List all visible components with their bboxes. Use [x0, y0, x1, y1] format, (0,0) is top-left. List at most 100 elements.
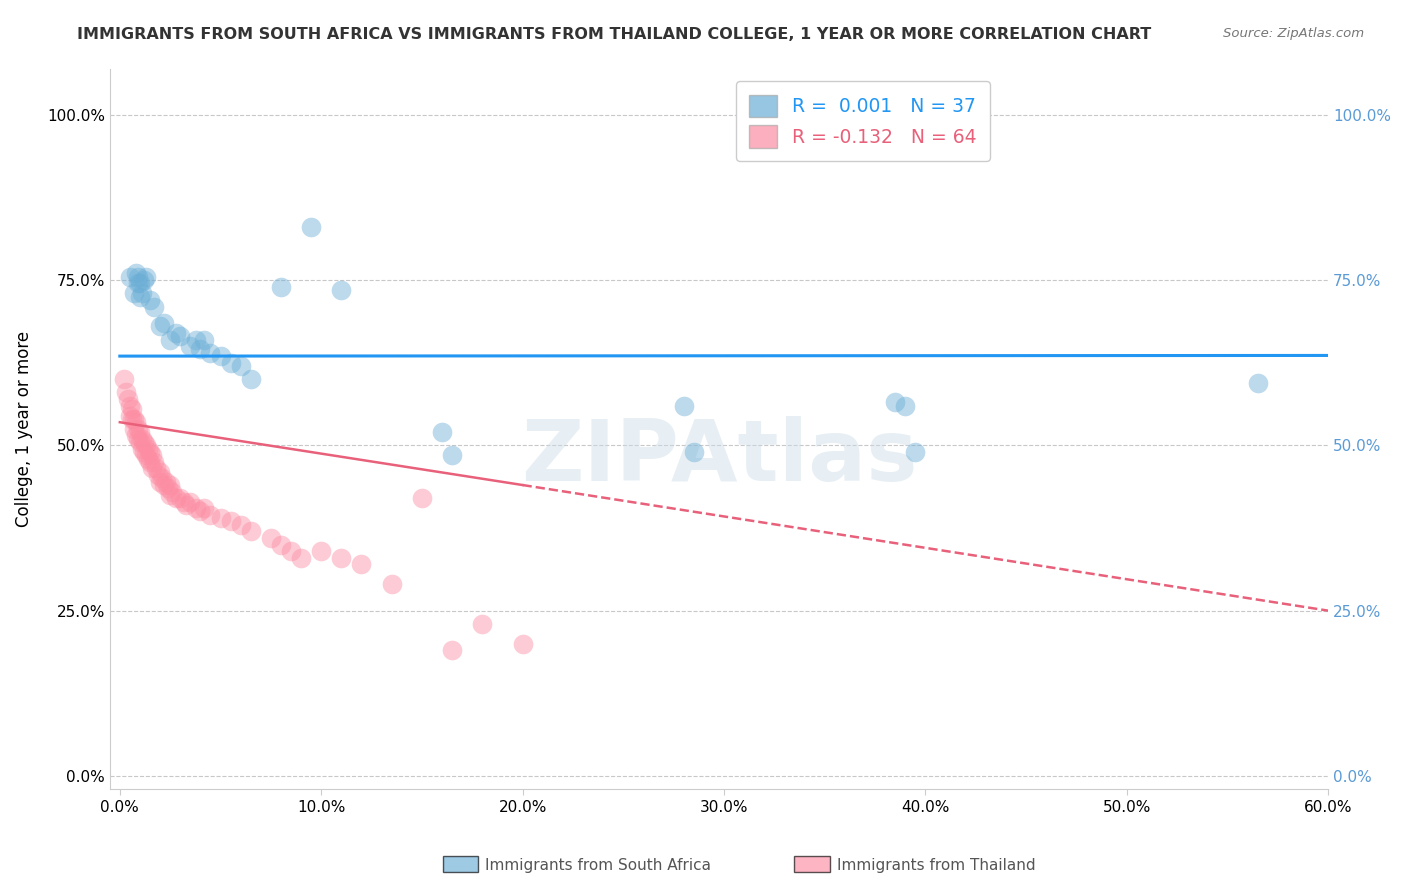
Point — [219, 356, 242, 370]
Point — [121, 412, 143, 426]
Point — [290, 550, 312, 565]
Point — [153, 478, 176, 492]
Point — [136, 451, 159, 466]
Point — [149, 475, 172, 489]
Point — [136, 442, 159, 456]
Point — [115, 385, 138, 400]
Point — [127, 422, 149, 436]
Point — [1246, 376, 1268, 390]
Point — [131, 432, 153, 446]
Point — [135, 269, 157, 284]
Point — [127, 269, 149, 284]
Point — [179, 494, 201, 508]
Point — [129, 435, 152, 450]
Text: Source: ZipAtlas.com: Source: ZipAtlas.com — [1223, 27, 1364, 40]
Point — [190, 343, 212, 357]
Point — [146, 468, 169, 483]
Point — [179, 339, 201, 353]
Point — [229, 359, 252, 373]
Text: ZIPAtlas: ZIPAtlas — [520, 417, 917, 500]
Point — [441, 643, 464, 657]
Point — [118, 399, 141, 413]
Point — [129, 425, 152, 439]
Point — [157, 481, 180, 495]
Point — [139, 455, 162, 469]
Point — [122, 412, 145, 426]
Point — [672, 399, 695, 413]
Point — [200, 508, 222, 522]
Point — [209, 511, 232, 525]
Point — [112, 372, 135, 386]
Point — [330, 550, 353, 565]
Point — [129, 290, 152, 304]
Point — [270, 537, 292, 551]
Point — [159, 333, 181, 347]
Point — [193, 333, 215, 347]
Point — [135, 438, 157, 452]
Point — [239, 372, 262, 386]
Point — [149, 319, 172, 334]
Point — [330, 283, 353, 297]
Point — [160, 484, 183, 499]
Point — [165, 491, 187, 506]
Point — [174, 498, 197, 512]
Point — [131, 442, 153, 456]
Point — [350, 558, 373, 572]
Point — [200, 346, 222, 360]
Point — [122, 286, 145, 301]
Legend: R =  0.001   N = 37, R = -0.132   N = 64: R = 0.001 N = 37, R = -0.132 N = 64 — [735, 81, 990, 161]
Text: Immigrants from Thailand: Immigrants from Thailand — [837, 858, 1035, 872]
Point — [186, 333, 208, 347]
Point — [132, 435, 155, 450]
Point — [299, 220, 322, 235]
Point — [411, 491, 433, 506]
Point — [209, 349, 232, 363]
Point — [125, 428, 148, 442]
Point — [127, 277, 149, 291]
Point — [125, 267, 148, 281]
Text: IMMIGRANTS FROM SOUTH AFRICA VS IMMIGRANTS FROM THAILAND COLLEGE, 1 YEAR OR MORE: IMMIGRANTS FROM SOUTH AFRICA VS IMMIGRAN… — [77, 27, 1152, 42]
Point — [280, 544, 302, 558]
Point — [125, 415, 148, 429]
Point — [169, 329, 191, 343]
Y-axis label: College, 1 year or more: College, 1 year or more — [15, 331, 32, 527]
Point — [118, 269, 141, 284]
Point — [193, 501, 215, 516]
Point — [143, 455, 166, 469]
Point — [159, 478, 181, 492]
Point — [121, 402, 143, 417]
Point — [229, 517, 252, 532]
Point — [904, 445, 927, 459]
Point — [381, 577, 404, 591]
Point — [149, 465, 172, 479]
Point — [894, 399, 917, 413]
Point — [165, 326, 187, 340]
Point — [141, 461, 163, 475]
Point — [260, 531, 283, 545]
Point — [131, 286, 153, 301]
Point — [186, 501, 208, 516]
Point — [471, 616, 494, 631]
Point — [139, 445, 162, 459]
Point — [219, 515, 242, 529]
Point — [155, 475, 177, 489]
Point — [512, 637, 534, 651]
Point — [141, 448, 163, 462]
Text: Immigrants from South Africa: Immigrants from South Africa — [485, 858, 711, 872]
Point — [169, 491, 191, 506]
Point — [132, 445, 155, 459]
Point — [135, 448, 157, 462]
Point — [143, 300, 166, 314]
Point — [173, 494, 195, 508]
Point — [190, 504, 212, 518]
Point — [682, 445, 704, 459]
Point — [430, 425, 453, 439]
Point — [118, 409, 141, 423]
Point — [441, 448, 464, 462]
Point — [884, 395, 907, 409]
Point — [153, 316, 176, 330]
Point — [239, 524, 262, 539]
Point — [139, 293, 162, 307]
Point — [270, 279, 292, 293]
Point — [150, 471, 173, 485]
